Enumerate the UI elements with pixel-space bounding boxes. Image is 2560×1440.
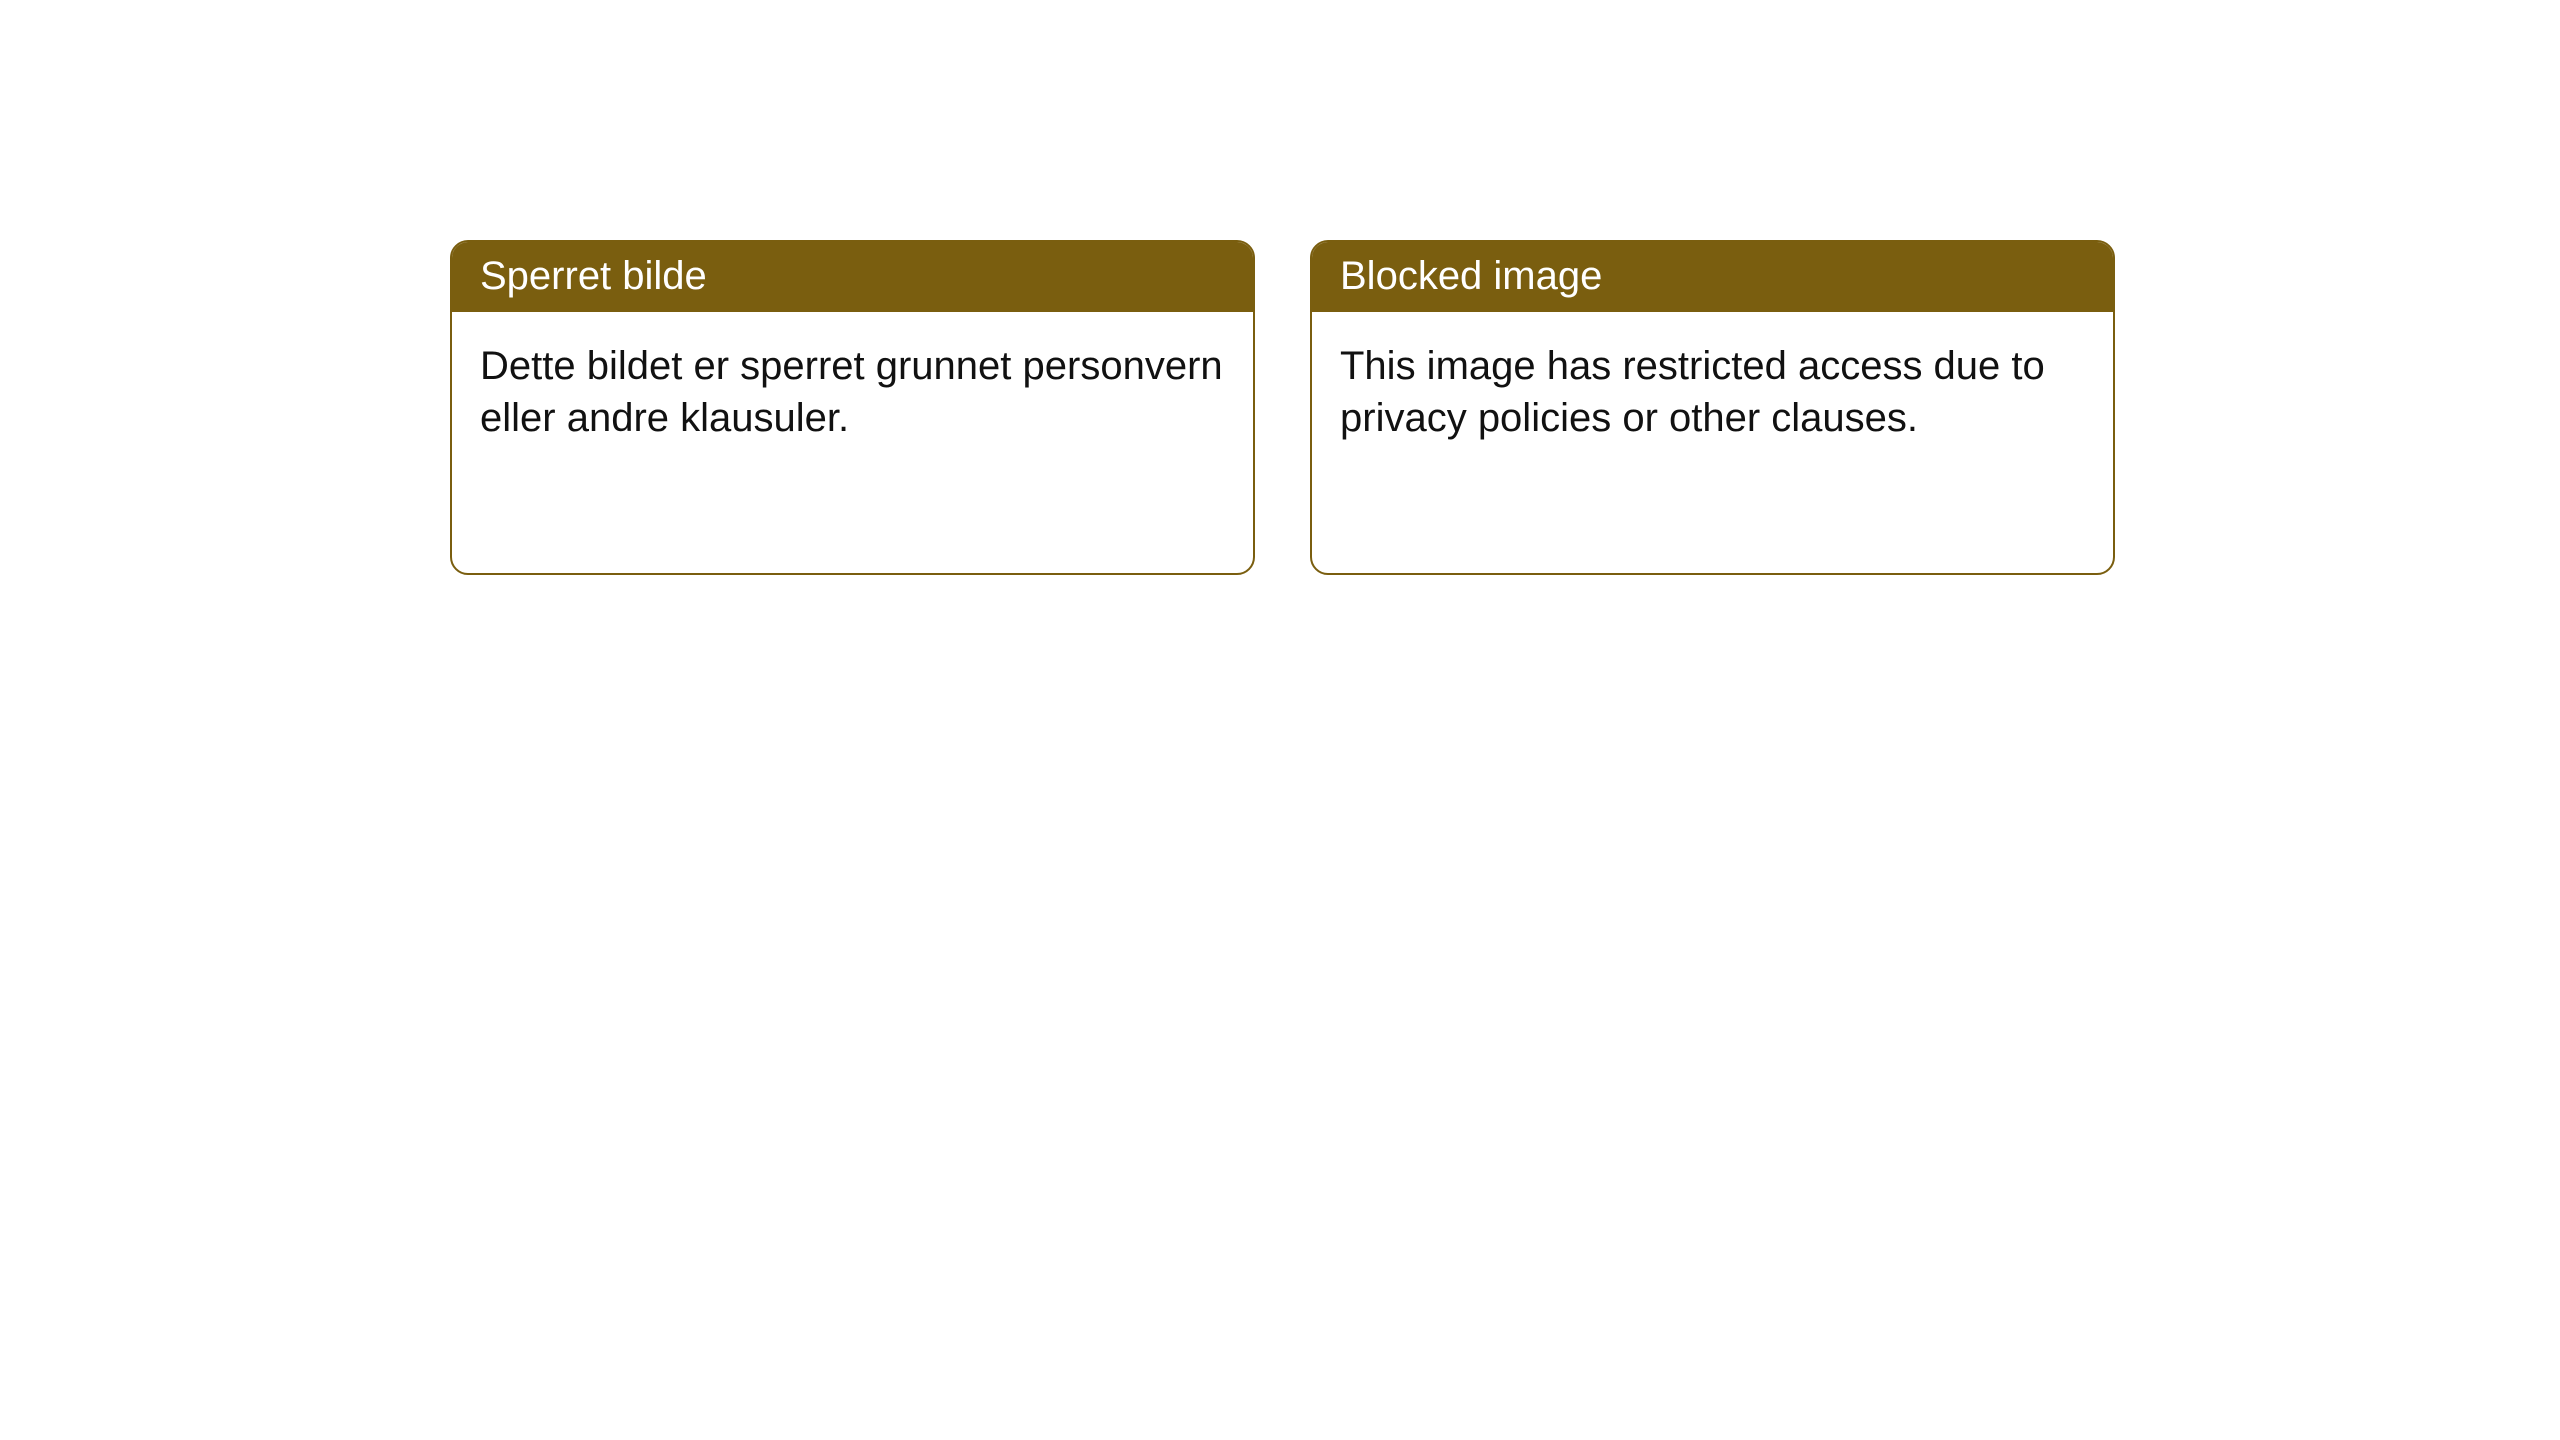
notices-container: Sperret bilde Dette bildet er sperret gr…: [0, 0, 2560, 575]
notice-body-english: This image has restricted access due to …: [1312, 312, 2113, 472]
notice-card-english: Blocked image This image has restricted …: [1310, 240, 2115, 575]
notice-card-norwegian: Sperret bilde Dette bildet er sperret gr…: [450, 240, 1255, 575]
notice-title-english: Blocked image: [1312, 242, 2113, 312]
notice-body-norwegian: Dette bildet er sperret grunnet personve…: [452, 312, 1253, 472]
notice-title-norwegian: Sperret bilde: [452, 242, 1253, 312]
